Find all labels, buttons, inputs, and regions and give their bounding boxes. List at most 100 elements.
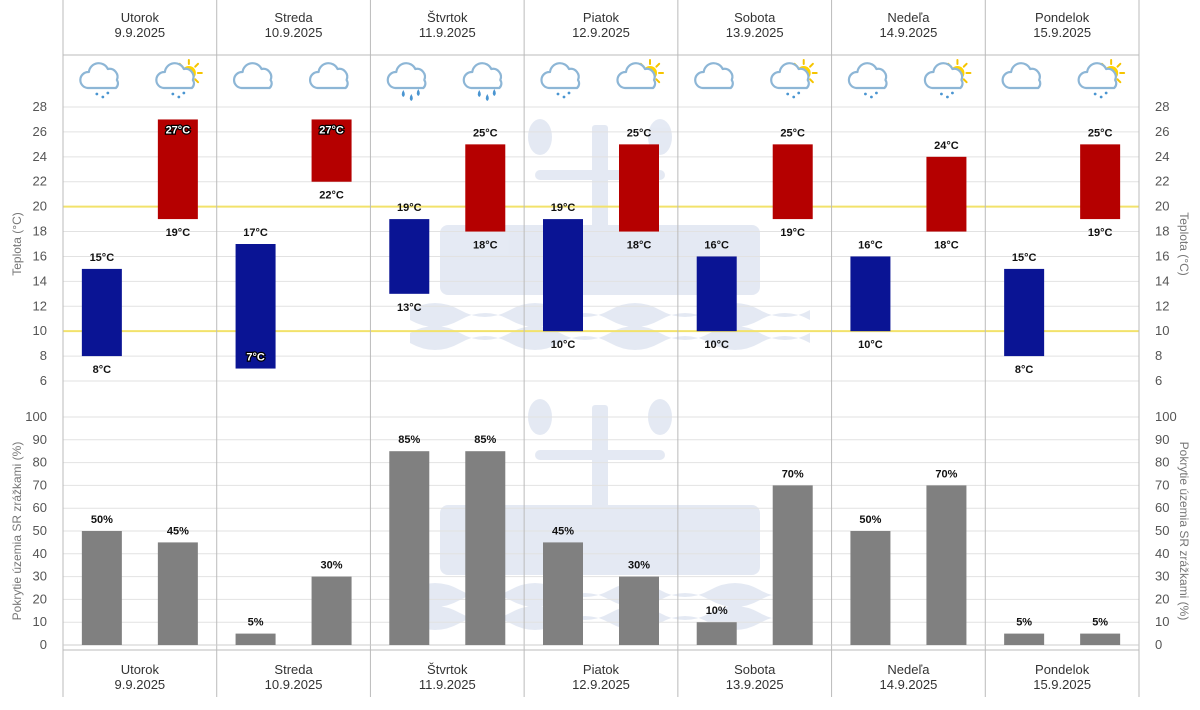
cloudy-night-icon [694,62,734,90]
day-temp-high-label: 27°C [166,124,191,136]
night-temp-bar [1004,268,1045,357]
night-temp-low-label: 13°C [397,302,422,314]
night-precip-bar [235,633,276,645]
temp-tick-left: 26 [33,124,47,139]
precip-tick-right: 10 [1155,614,1169,629]
day-header-name: Streda [274,10,313,25]
day-footer-date: 15.9.2025 [1033,677,1091,692]
precip-tick-right: 40 [1155,546,1169,561]
day-precip-bar-label: 85% [474,434,496,446]
night-temp-high-label: 16°C [704,239,729,251]
day-temp-bar [1080,144,1121,220]
cloud-shape [540,62,581,90]
precip-tick-left: 50 [33,523,47,538]
night-precip-bar [543,542,583,645]
night-precip-bar-label: 5% [1016,617,1032,629]
rain-drop [485,94,489,101]
day-precip-bar [1080,633,1121,645]
precip-tick-right: 100 [1155,409,1177,424]
precip-tick-left: 90 [33,432,47,447]
night-temp-bar [850,256,891,332]
temp-tick-left: 10 [33,323,47,338]
night-temp-high-label: 19°C [551,202,576,214]
rain-drop [940,92,943,96]
day-precip-bar [772,485,813,645]
temp-tick-left: 20 [33,199,47,214]
day-temp-high-label: 25°C [627,127,652,139]
cloud-shape [694,62,734,90]
bars-layer [81,119,1121,645]
cloud-shape [386,62,427,90]
night-temp-low-label: 10°C [858,339,883,351]
cloudy-night-icon [232,62,273,90]
temp-tick-left: 8 [40,348,47,363]
day-precip-bar-label: 5% [1092,617,1108,629]
day-temp-high-label: 27°C [319,124,344,136]
sun-ray [194,78,200,84]
cloud-shape [616,62,657,90]
precip-tick-left: 40 [33,546,47,561]
temp-tick-right: 18 [1155,224,1169,239]
night-temp-bar [543,219,583,332]
precip-axis-title-left: Pokrytie územia SR zrážkami (%) [10,442,24,621]
rain-drop [951,91,954,95]
cloud-rain-icon [386,62,427,101]
partly-sunny-light-rain-icon [155,59,203,99]
precip-tick-left: 80 [33,455,47,470]
day-temp-low-label: 19°C [166,227,191,239]
temp-tick-right: 10 [1155,323,1169,338]
night-temp-low-label: 10°C [551,339,576,351]
cloud-shape [923,62,964,90]
day-header-name: Sobota [734,10,776,25]
night-temp-bar [81,268,122,357]
day-temp-low-label: 18°C [934,240,959,252]
temp-tick-right: 24 [1155,149,1169,164]
night-temp-low-label: 8°C [1015,364,1034,376]
night-temp-high-label: 15°C [1012,252,1037,264]
cloud-shape [462,62,503,90]
temp-tick-right: 26 [1155,124,1169,139]
precip-tick-left: 20 [33,591,47,606]
rain-drop [409,94,413,101]
temp-tick-left: 22 [33,174,47,189]
night-precip-bar [850,531,891,645]
day-header-date: 12.9.2025 [572,25,630,40]
day-footer-date: 9.9.2025 [115,677,166,692]
precip-tick-left: 60 [33,500,47,515]
rain-drop [95,92,99,96]
day-temp-high-label: 25°C [780,127,805,139]
day-precip-bar-label: 70% [782,468,804,480]
day-header-date: 11.9.2025 [419,25,476,40]
sun-ray [962,62,968,68]
day-header-date: 10.9.2025 [265,25,323,40]
temp-tick-left: 14 [33,273,47,288]
temp-tick-left: 18 [33,224,47,239]
day-footer-date: 14.9.2025 [880,677,938,692]
rain-drop [797,91,801,95]
temp-tick-left: 28 [33,99,47,114]
day-temp-bar [619,144,659,232]
rain-drop [477,90,481,97]
rain-drop [106,91,110,95]
rain-drop [567,91,571,95]
day-footer-name: Nedeľa [887,662,930,677]
day-footer-date: 12.9.2025 [572,677,630,692]
temp-tick-right: 8 [1155,348,1162,363]
night-temp-bar [235,244,276,369]
day-footer-name: Štvrtok [427,662,468,677]
night-temp-high-label: 19°C [397,202,422,214]
rain-drop [416,89,420,96]
day-precip-bar-label: 30% [628,560,650,572]
cloud-shape [232,62,273,90]
temp-axis-title-left: Teplota (°C) [10,212,24,276]
day-header-date: 14.9.2025 [880,25,938,40]
day-precip-bar-label: 30% [321,560,343,572]
precip-tick-left: 30 [33,569,47,584]
night-temp-bar [696,256,737,332]
night-temp-high-label: 15°C [90,252,115,264]
day-footer-name: Piatok [583,662,620,677]
cloud-shape [1077,62,1118,90]
temp-tick-left: 24 [33,149,47,164]
night-precip-bar-label: 10% [706,605,728,617]
